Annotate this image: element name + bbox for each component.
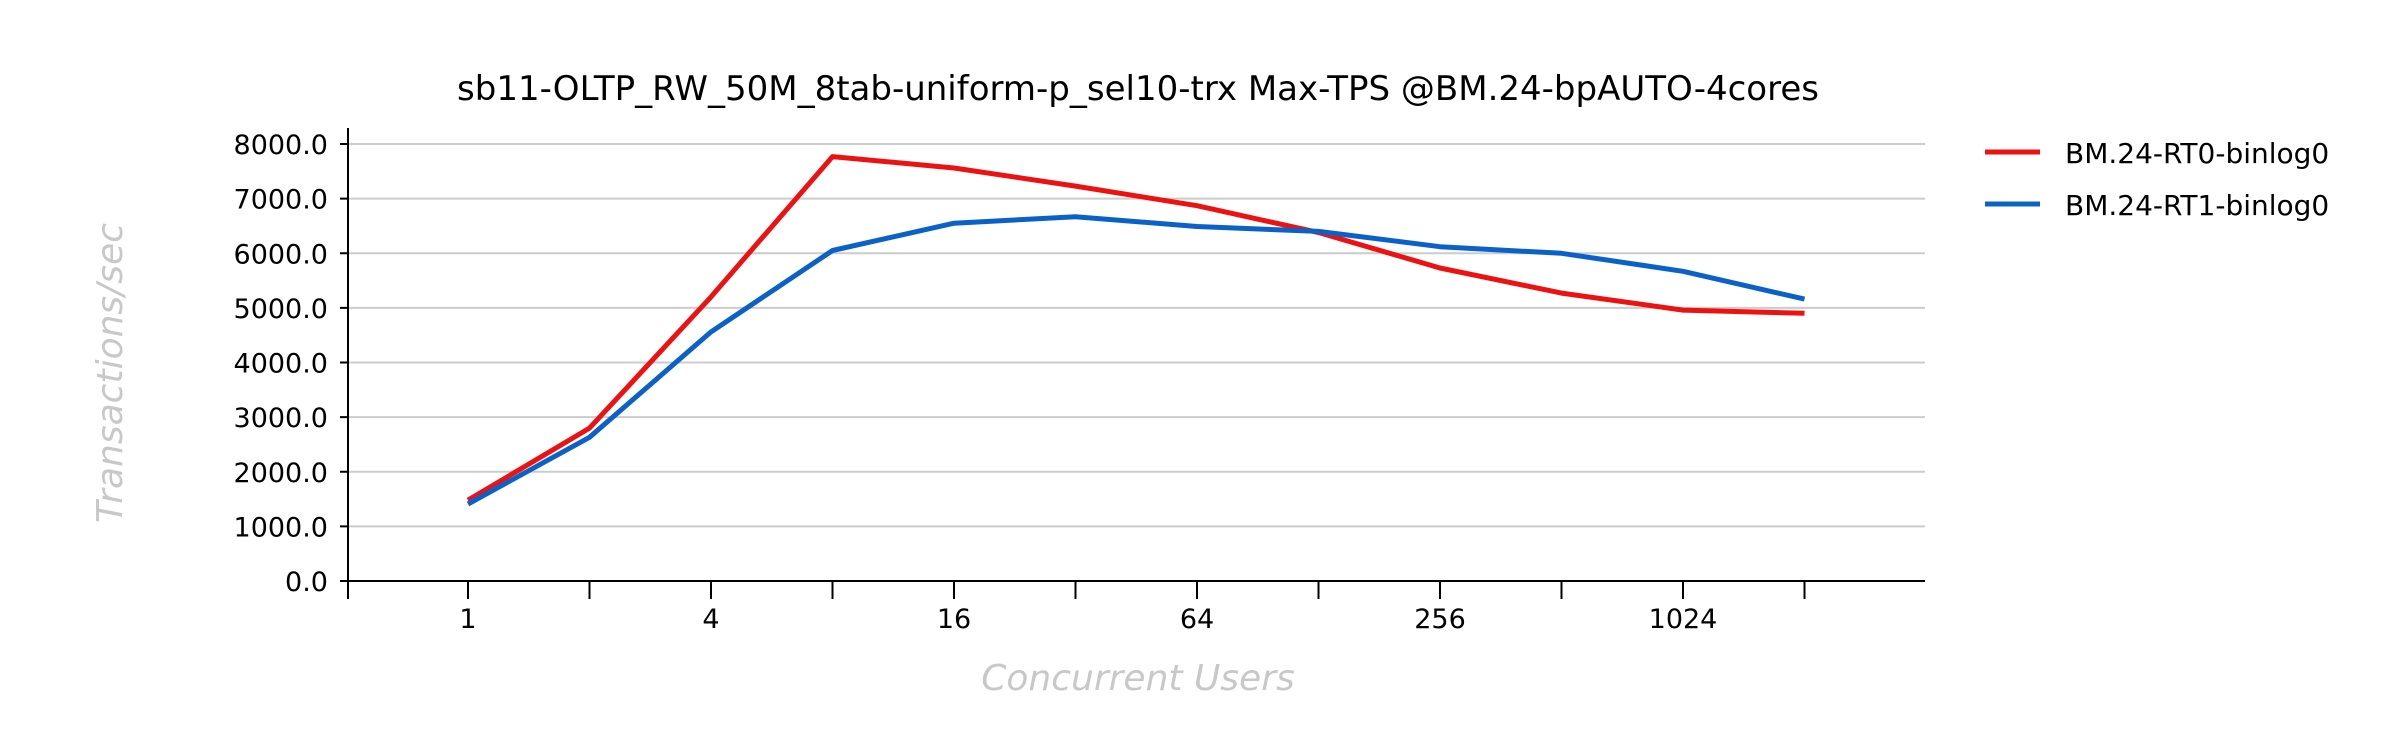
- series-line-1: [466, 154, 1805, 503]
- y-tick-label: 7000.0: [234, 185, 328, 216]
- y-tick-label: 0.0: [285, 567, 328, 598]
- x-axis-title: Concurrent Users: [981, 658, 1295, 699]
- y-tick-label: 3000.0: [234, 403, 328, 434]
- legend-label-2: BM.24-RT1-binlog0: [2065, 189, 2329, 222]
- axes: [340, 128, 1925, 599]
- legend-label-1: BM.24-RT0-binlog0: [2065, 137, 2329, 170]
- series-line-2: [466, 214, 1806, 507]
- x-tick-label: 1024: [1649, 604, 1718, 635]
- y-tick-label: 6000.0: [234, 239, 328, 270]
- x-tick-label: 64: [1180, 604, 1214, 635]
- x-tick-label: 1: [459, 604, 476, 635]
- y-tick-label: 1000.0: [234, 512, 328, 543]
- legend: BM.24-RT0-binlog0 BM.24-RT1-binlog0: [1985, 137, 2329, 222]
- chart-title: sb11-OLTP_RW_50M_8tab-uniform-p_sel10-tr…: [457, 69, 1819, 109]
- tick-labels: 0.0 1000.0 2000.0 3000.0 4000.0 5000.0 6000.0 7…: [234, 130, 1718, 635]
- x-tick-label: 4: [702, 604, 719, 635]
- y-tick-label: 8000.0: [234, 130, 328, 161]
- x-tick-label: 256: [1414, 604, 1466, 635]
- x-tick-label: 16: [937, 604, 971, 635]
- series-lines: [466, 154, 1806, 507]
- y-axis-title: Transactions/sec: [90, 223, 131, 523]
- y-tick-label: 5000.0: [234, 294, 328, 325]
- y-tick-label: 2000.0: [234, 458, 328, 489]
- y-tick-label: 4000.0: [234, 349, 328, 380]
- grid-lines: [348, 143, 1925, 528]
